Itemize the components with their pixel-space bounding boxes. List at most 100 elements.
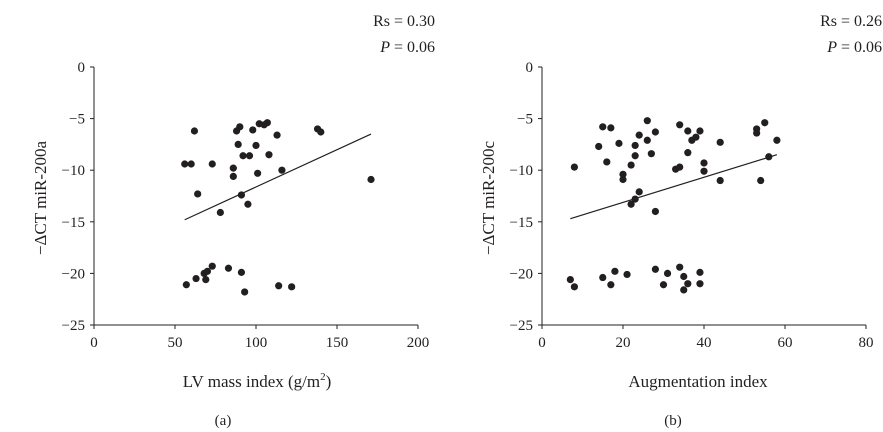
panel-b-data-point: [623, 270, 631, 279]
panel-a-data-point: [229, 164, 237, 172]
panel-b-data-point: [696, 280, 704, 288]
panel-a-data-point: [187, 160, 195, 168]
panel-a-data-point: [234, 140, 242, 148]
panel-b-data-point: [716, 176, 724, 185]
panel-b-data-point: [700, 167, 708, 175]
panel-a-data-point: [252, 141, 260, 150]
panel-a: Rs = 0.30 P = 0.06 −ΔCT miR-200a LV mass…: [31, 13, 435, 429]
panel-b-data-point: [570, 283, 579, 291]
panel-b-data-point: [680, 272, 688, 281]
panel-b-data-point: [700, 159, 708, 167]
panel-a-data-point: [249, 126, 257, 134]
panel-b-data-point: [773, 136, 781, 144]
panel-b-y-axis-title: −ΔCT miR-200c: [479, 140, 498, 255]
panel-b-data-point: [765, 153, 773, 161]
panel-a-data-point: [202, 275, 210, 284]
panel-a-data-point: [244, 200, 252, 208]
panel-a-x-axis-title-close: ): [326, 372, 332, 391]
panel-b-data-point: [651, 207, 660, 216]
panel-a-x-tick-label: 100: [245, 335, 268, 351]
panel-b-data-point: [599, 273, 607, 282]
panel-a-data-point: [237, 191, 246, 199]
panel-b-data-point: [607, 281, 615, 289]
panel-b-y-tick-label: −20: [510, 266, 533, 282]
panel-b-data-point: [647, 150, 655, 158]
panel-b-data-point: [635, 131, 643, 139]
panel-a-data-point: [216, 208, 224, 217]
panel-b-data-point: [659, 281, 668, 289]
panel-a-y-tick-label: −10: [62, 163, 85, 179]
panel-b-p-value: = 0.06: [837, 39, 882, 56]
panel-a-data-point: [317, 128, 325, 136]
panel-a-x-tick-label: 50: [168, 335, 183, 351]
panel-b-data-point: [716, 138, 724, 146]
panel-b-x-tick-label: 80: [859, 335, 874, 351]
panel-a-y-tick-label: −20: [62, 266, 85, 282]
panel-b-data-point: [599, 123, 607, 131]
panel-b-data-point: [651, 128, 660, 136]
panel-a-data-point: [278, 166, 286, 174]
panel-a-rs-label: Rs = 0.30: [373, 13, 435, 30]
panel-a-data-point: [203, 267, 211, 275]
panel-a-p-value: = 0.06: [390, 39, 435, 56]
panel-b-data-point: [696, 268, 704, 276]
panel-a-y-tick-label: −5: [69, 112, 85, 128]
panel-b-data-point: [753, 125, 761, 133]
panel-a-data-point: [208, 160, 216, 168]
panel-a-data-point: [236, 123, 244, 131]
panel-a-x-tick-label: 0: [90, 335, 98, 351]
panel-b-data-point: [696, 127, 704, 135]
panel-b-data-point: [607, 124, 615, 132]
panel-a-data-point: [241, 288, 249, 296]
panel-a-data-point: [208, 262, 216, 270]
panel-b-p-symbol: P: [826, 39, 837, 56]
panel-b: Rs = 0.26 P = 0.06 −ΔCT miR-200c Augment…: [479, 13, 882, 429]
panel-a-regression-line: [184, 133, 372, 221]
panel-a-p-symbol: P: [379, 39, 390, 56]
panel-b-data-point: [757, 176, 765, 185]
panel-b-x-tick-label: 60: [778, 335, 793, 351]
panel-a-data-point: [273, 131, 281, 139]
panel-a-x-tick-label: 150: [326, 335, 349, 351]
panel-b-data-point: [676, 263, 684, 271]
panel-a-x-axis-title-sup: 2: [320, 371, 326, 383]
panel-a-data-point: [245, 152, 254, 160]
panel-b-data-point: [635, 188, 643, 196]
panel-b-data-point: [676, 163, 684, 171]
panel-a-data-point: [239, 152, 247, 160]
panel-b-data-point: [651, 265, 660, 273]
panel-b-y-tick-label: −15: [510, 215, 533, 231]
panel-b-data-point: [680, 286, 688, 294]
panel-b-x-tick-label: 20: [616, 335, 631, 351]
panel-b-data-point: [595, 142, 603, 151]
panel-b-y-tick-label: −5: [517, 112, 533, 128]
panel-b-data-point: [631, 152, 639, 160]
panel-b-data-point: [631, 195, 639, 203]
panel-b-y-tick-label: −10: [510, 163, 533, 179]
panel-b-data-point: [676, 121, 684, 129]
panel-b-data-point: [619, 170, 627, 178]
panel-a-data-point: [194, 190, 202, 198]
panel-a-data-point: [265, 151, 273, 159]
panel-b-data-point: [684, 280, 692, 288]
panel-a-y-tick-label: −25: [62, 318, 85, 334]
panel-b-y-tick-label: 0: [526, 60, 534, 76]
panel-b-rs-label: Rs = 0.26: [820, 13, 882, 30]
panel-a-data-point: [182, 281, 190, 289]
panel-a-data-point: [229, 172, 237, 180]
panel-a-data-point: [367, 175, 375, 184]
panel-a-x-axis-title: LV mass index (g/m2): [183, 371, 332, 391]
panel-b-data-point: [643, 117, 651, 125]
panel-b-data-point: [615, 139, 623, 147]
panel-a-x-axis-title-main: LV mass index (g/m: [183, 372, 320, 391]
panel-b-data-point: [631, 141, 639, 150]
panel-b-data-point: [684, 127, 692, 135]
panel-b-data-point: [627, 200, 635, 208]
panel-b-y-tick-label: −25: [510, 318, 533, 334]
panel-a-data-point: [275, 282, 283, 290]
panel-a-data-point: [288, 283, 296, 291]
panel-b-x-tick-label: 0: [538, 335, 546, 351]
panel-b-data-point: [684, 149, 692, 157]
panel-a-data-point: [192, 274, 200, 283]
